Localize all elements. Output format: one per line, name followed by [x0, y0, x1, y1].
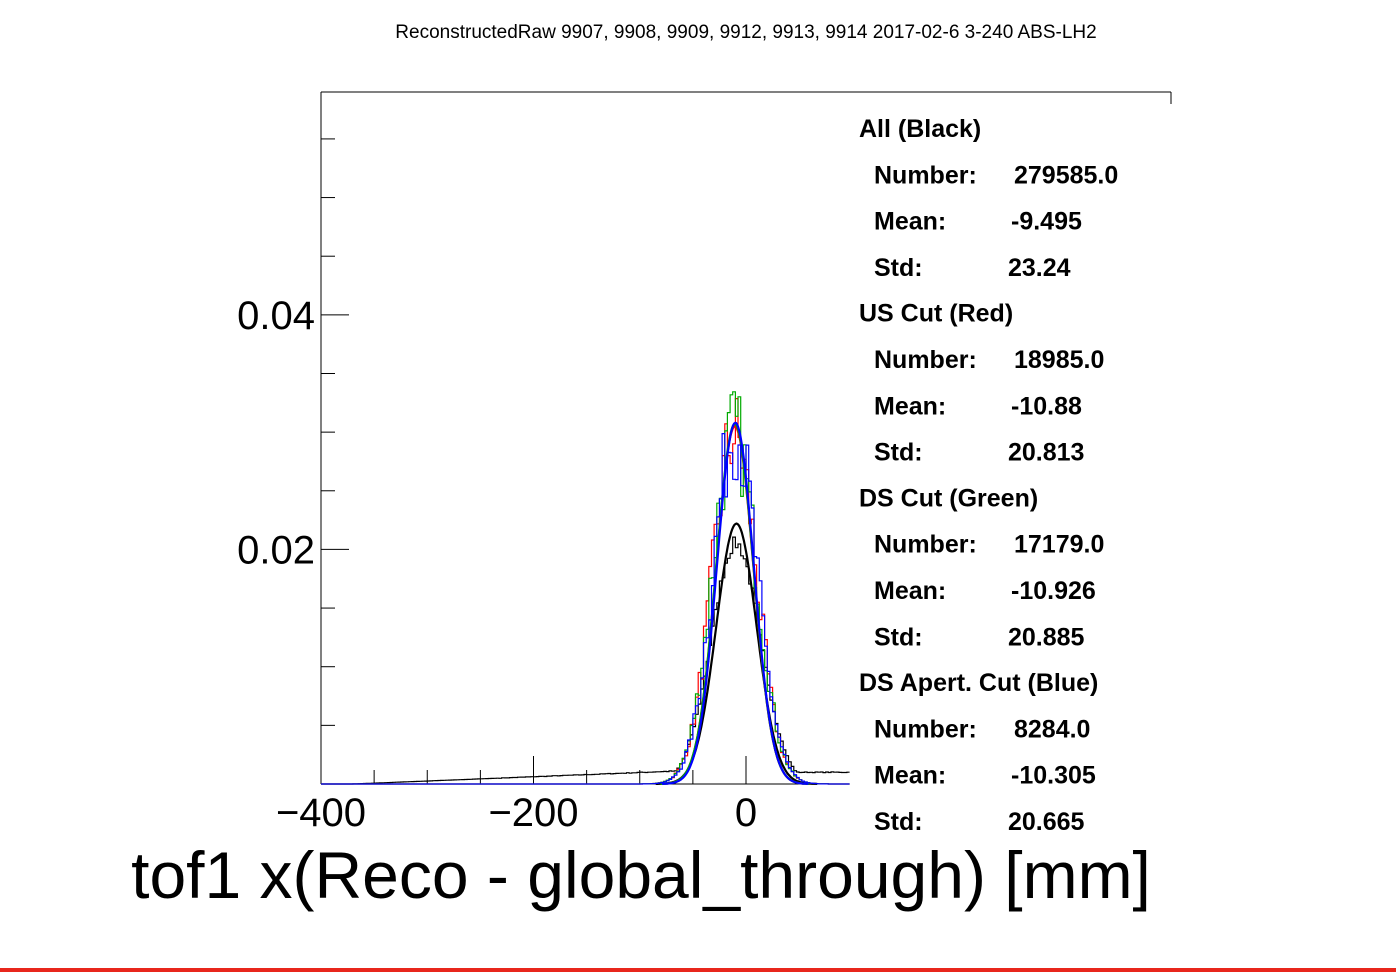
- stats-label: Mean:: [874, 392, 946, 420]
- stats-label: Number:: [874, 161, 977, 189]
- stats-label: Mean:: [874, 762, 946, 790]
- series-layer: [321, 391, 850, 786]
- stats-box: All (Black) Number: 279585.0 Mean: -9.495 Std…: [859, 115, 1118, 836]
- stats-label: Std:: [874, 808, 923, 836]
- stats-label: Number:: [874, 346, 977, 374]
- axis-ticks: [320, 138, 747, 784]
- stats-label: Number:: [874, 715, 977, 743]
- stats-header: US Cut (Red): [859, 300, 1013, 328]
- stats-header: DS Cut (Green): [859, 484, 1038, 512]
- y-tick-label: 0.04: [237, 294, 315, 338]
- tick-labels: 0.02 0.04 −400 −200 0: [237, 294, 757, 835]
- fit-curve-series-3: [661, 421, 809, 785]
- stats-value: -9.495: [1011, 208, 1082, 236]
- stats-value: -10.88: [1011, 392, 1082, 420]
- y-tick-label: 0.02: [237, 528, 315, 572]
- stats-label: Std:: [874, 623, 923, 651]
- bottom-border: [0, 968, 1396, 972]
- histogram-series-0: [321, 536, 850, 785]
- x-tick-label: −400: [276, 791, 366, 835]
- fit-curve-series-2: [660, 422, 810, 785]
- histogram-series-3: [321, 433, 850, 785]
- stats-header: All (Black): [859, 115, 981, 143]
- stats-label: Number:: [874, 531, 977, 559]
- stats-value: 20.813: [1008, 439, 1084, 467]
- chart-title: ReconstructedRaw 9907, 9908, 9909, 9912,…: [395, 22, 1096, 43]
- stats-label: Std:: [874, 254, 923, 282]
- stats-value: -10.305: [1011, 762, 1096, 790]
- x-axis-label: tof1 x(Reco - global_through) [mm]: [131, 838, 1151, 912]
- stats-value: 23.24: [1008, 254, 1071, 282]
- x-tick-label: 0: [735, 791, 757, 835]
- stats-header: DS Apert. Cut (Blue): [859, 669, 1098, 697]
- stats-value: 279585.0: [1014, 161, 1118, 189]
- stats-label: Mean:: [874, 577, 946, 605]
- stats-value: 17179.0: [1014, 531, 1104, 559]
- stats-value: 8284.0: [1014, 715, 1090, 743]
- fit-curve-series-0: [655, 522, 818, 786]
- stats-label: Std:: [874, 439, 923, 467]
- stats-value: 18985.0: [1014, 346, 1104, 374]
- stats-value: 20.665: [1008, 808, 1085, 836]
- stats-value: -10.926: [1011, 577, 1096, 605]
- stats-label: Mean:: [874, 208, 946, 236]
- stats-value: 20.885: [1008, 623, 1085, 651]
- x-tick-label: −200: [488, 791, 578, 835]
